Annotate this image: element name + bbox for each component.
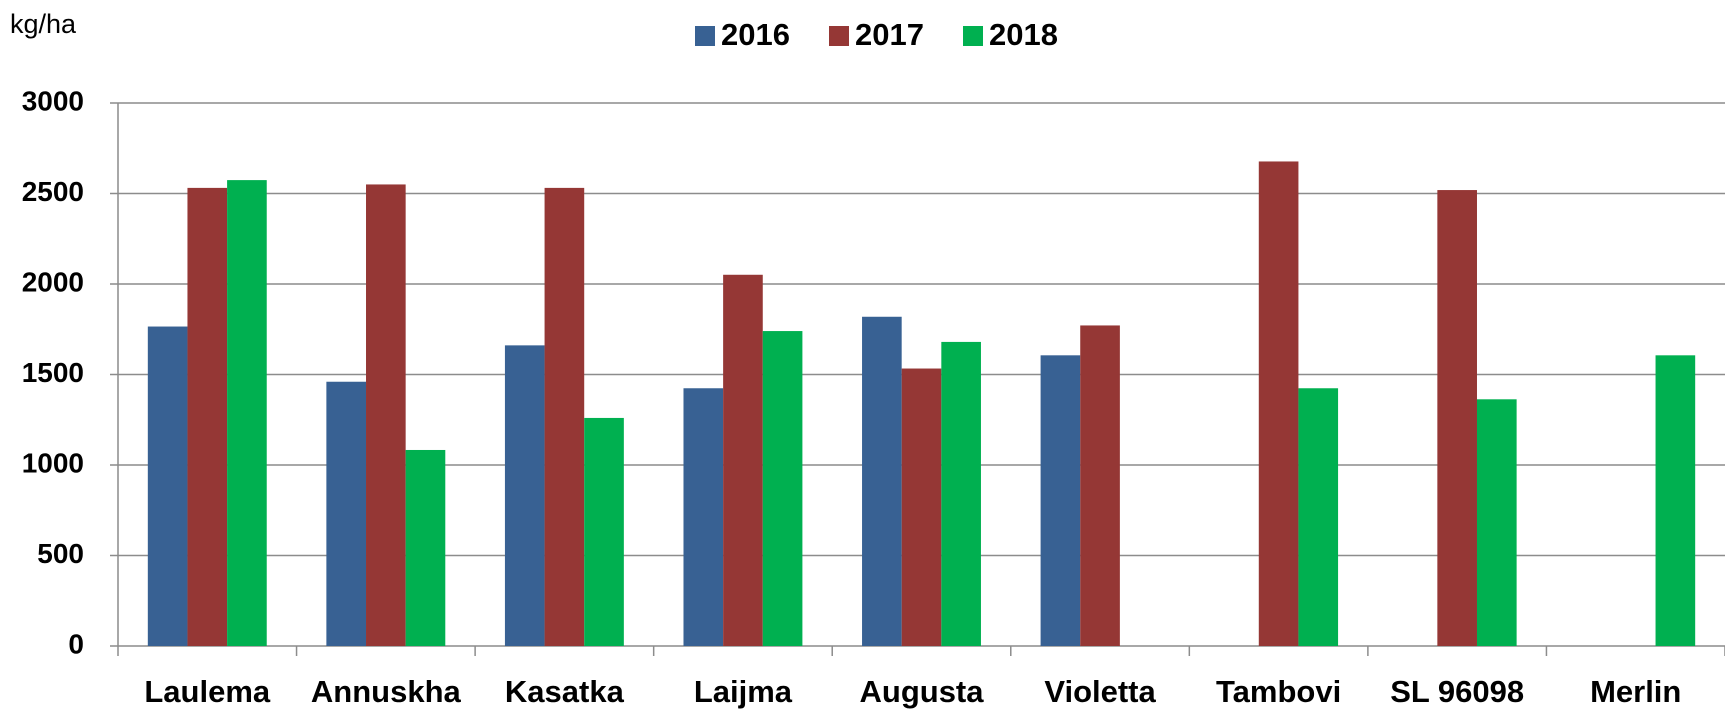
bar <box>187 187 228 646</box>
bar <box>941 341 981 646</box>
bar <box>405 449 446 646</box>
bar <box>1080 325 1120 646</box>
bar <box>1476 399 1517 646</box>
legend-swatch <box>963 26 983 46</box>
x-tick-label: Violetta <box>1044 674 1156 709</box>
y-tick-label: 1500 <box>22 357 84 388</box>
y-tick-label: 2000 <box>22 266 84 297</box>
bar <box>1298 388 1339 646</box>
x-tick-label: Augusta <box>860 674 985 709</box>
bar <box>1655 355 1696 646</box>
x-tick-label: Laulema <box>144 674 271 709</box>
bar <box>584 417 624 646</box>
x-tick-label: Annuskha <box>311 674 462 709</box>
legend-swatch <box>829 26 849 46</box>
x-tick-label: SL 96098 <box>1390 674 1524 709</box>
x-tick-label: Laijma <box>694 674 793 709</box>
bar <box>1040 355 1081 646</box>
y-unit: kg/ha <box>10 9 77 39</box>
x-tick-label: Merlin <box>1590 674 1681 709</box>
bar <box>762 331 803 646</box>
bar <box>1258 161 1299 646</box>
y-tick-label: 2500 <box>22 176 84 207</box>
bar <box>326 381 367 646</box>
bar <box>544 187 585 646</box>
bar <box>1437 190 1477 646</box>
bar <box>504 345 545 646</box>
bar <box>723 274 763 646</box>
y-tick-label: 3000 <box>22 85 84 116</box>
bar <box>683 388 724 646</box>
bar <box>366 184 406 646</box>
bar <box>147 326 188 646</box>
legend-label: 2018 <box>989 17 1058 52</box>
x-tick-label: Kasatka <box>505 674 625 709</box>
y-tick-label: 500 <box>37 538 84 569</box>
y-tick-label: 0 <box>68 628 84 659</box>
bar <box>862 316 902 646</box>
legend-swatch <box>695 26 715 46</box>
y-tick-label: 1000 <box>22 447 84 478</box>
bar <box>227 180 267 646</box>
bar <box>901 368 942 646</box>
x-tick-label: Tambovi <box>1216 674 1341 709</box>
legend-label: 2016 <box>721 17 790 52</box>
legend-label: 2017 <box>855 17 924 52</box>
